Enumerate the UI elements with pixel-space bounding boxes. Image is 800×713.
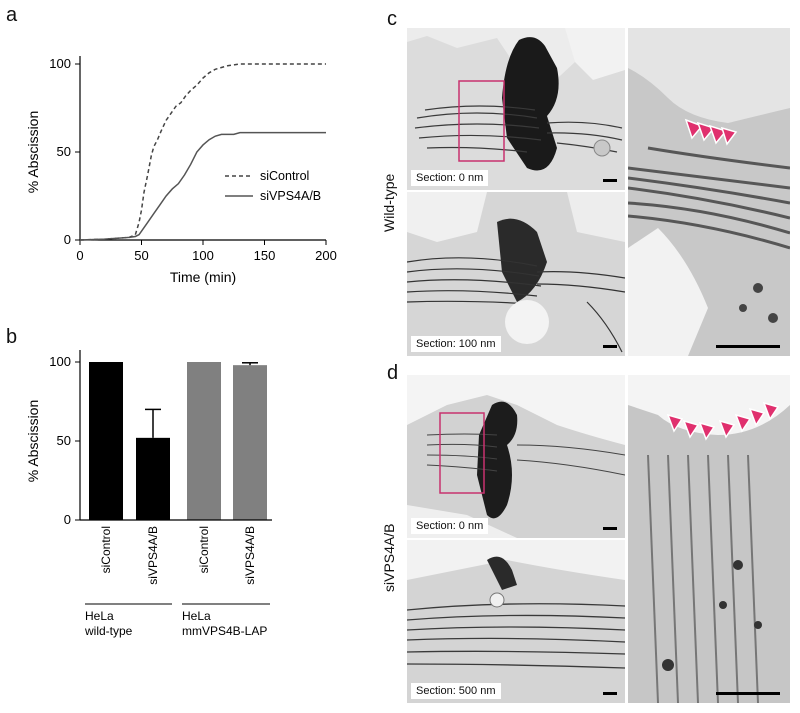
panel-c-letter: c bbox=[387, 8, 397, 30]
bar-2 bbox=[187, 362, 221, 520]
group-label-line1-1: HeLa bbox=[182, 609, 211, 623]
x-tick-label: 100 bbox=[192, 248, 214, 263]
x-axis-label: Time (min) bbox=[170, 269, 236, 285]
em-image-wt-section-0: Section: 0 nm bbox=[407, 28, 625, 190]
section-label-wt-top: Section: 0 nm bbox=[411, 170, 489, 186]
x-tick-label: 150 bbox=[254, 248, 276, 263]
panel-d-letter: d bbox=[387, 362, 399, 384]
scale-bar bbox=[603, 179, 617, 182]
y-tick-label: 100 bbox=[49, 354, 71, 369]
category-label-2: siControl bbox=[197, 526, 211, 573]
series-line-1 bbox=[79, 131, 326, 241]
category-label-3: siVPS4A/B bbox=[243, 526, 257, 585]
y-tick-label: 50 bbox=[57, 144, 71, 159]
section-label-kd-top: Section: 0 nm bbox=[411, 518, 489, 534]
group-label-line1-0: HeLa bbox=[85, 609, 114, 623]
scale-bar bbox=[603, 527, 617, 530]
category-label-1: siVPS4A/B bbox=[146, 526, 160, 585]
y-tick-label: 100 bbox=[49, 56, 71, 71]
scale-bar bbox=[603, 692, 617, 695]
scale-bar bbox=[716, 345, 780, 348]
section-label-kd-bottom: Section: 500 nm bbox=[411, 683, 501, 699]
section-label-wt-bottom: Section: 100 nm bbox=[411, 336, 501, 352]
em-image-wt-zoom bbox=[628, 28, 790, 356]
group-label-line2-1: mmVPS4B-LAP bbox=[182, 624, 267, 638]
em-image-kd-zoom bbox=[628, 375, 790, 703]
x-tick-label: 200 bbox=[315, 248, 337, 263]
x-tick-label: 0 bbox=[76, 248, 83, 263]
em-image-wt-section-100: Section: 100 nm bbox=[407, 192, 625, 356]
y-tick-label: 0 bbox=[64, 512, 71, 527]
category-label-0: siControl bbox=[99, 526, 113, 573]
panel-b-letter: b bbox=[6, 326, 18, 348]
em-image-kd-section-0: Section: 0 nm bbox=[407, 375, 625, 538]
group-label-line2-0: wild-type bbox=[84, 624, 133, 638]
y-tick-label: 50 bbox=[57, 433, 71, 448]
y-tick-label: 0 bbox=[64, 232, 71, 247]
abscission-time-chart: 0 50 100 150 200 0 50 100 Time (min) % Abscission… bbox=[25, 56, 337, 285]
y-axis-label: % Abscission bbox=[25, 400, 41, 482]
x-tick-label: 50 bbox=[134, 248, 148, 263]
scale-bar bbox=[716, 692, 780, 695]
legend-label-0: siControl bbox=[260, 169, 309, 183]
y-axis-label: % Abscission bbox=[25, 111, 41, 193]
scale-bar bbox=[603, 345, 617, 348]
legend-label-1: siVPS4A/B bbox=[260, 189, 321, 203]
bar-0 bbox=[89, 362, 123, 520]
panel-a-letter: a bbox=[6, 4, 18, 26]
abscission-bar-chart: 0 50 100 % Abscission siControl siVPS4A/B siCo… bbox=[25, 350, 272, 638]
row-label-wild-type: Wild-type bbox=[381, 173, 397, 232]
row-label-sivps4ab: siVPS4A/B bbox=[381, 523, 397, 592]
bar-1 bbox=[136, 437, 170, 520]
series-line-0 bbox=[79, 63, 326, 241]
bar-3 bbox=[233, 365, 267, 520]
em-image-kd-section-500: Section: 500 nm bbox=[407, 540, 625, 703]
